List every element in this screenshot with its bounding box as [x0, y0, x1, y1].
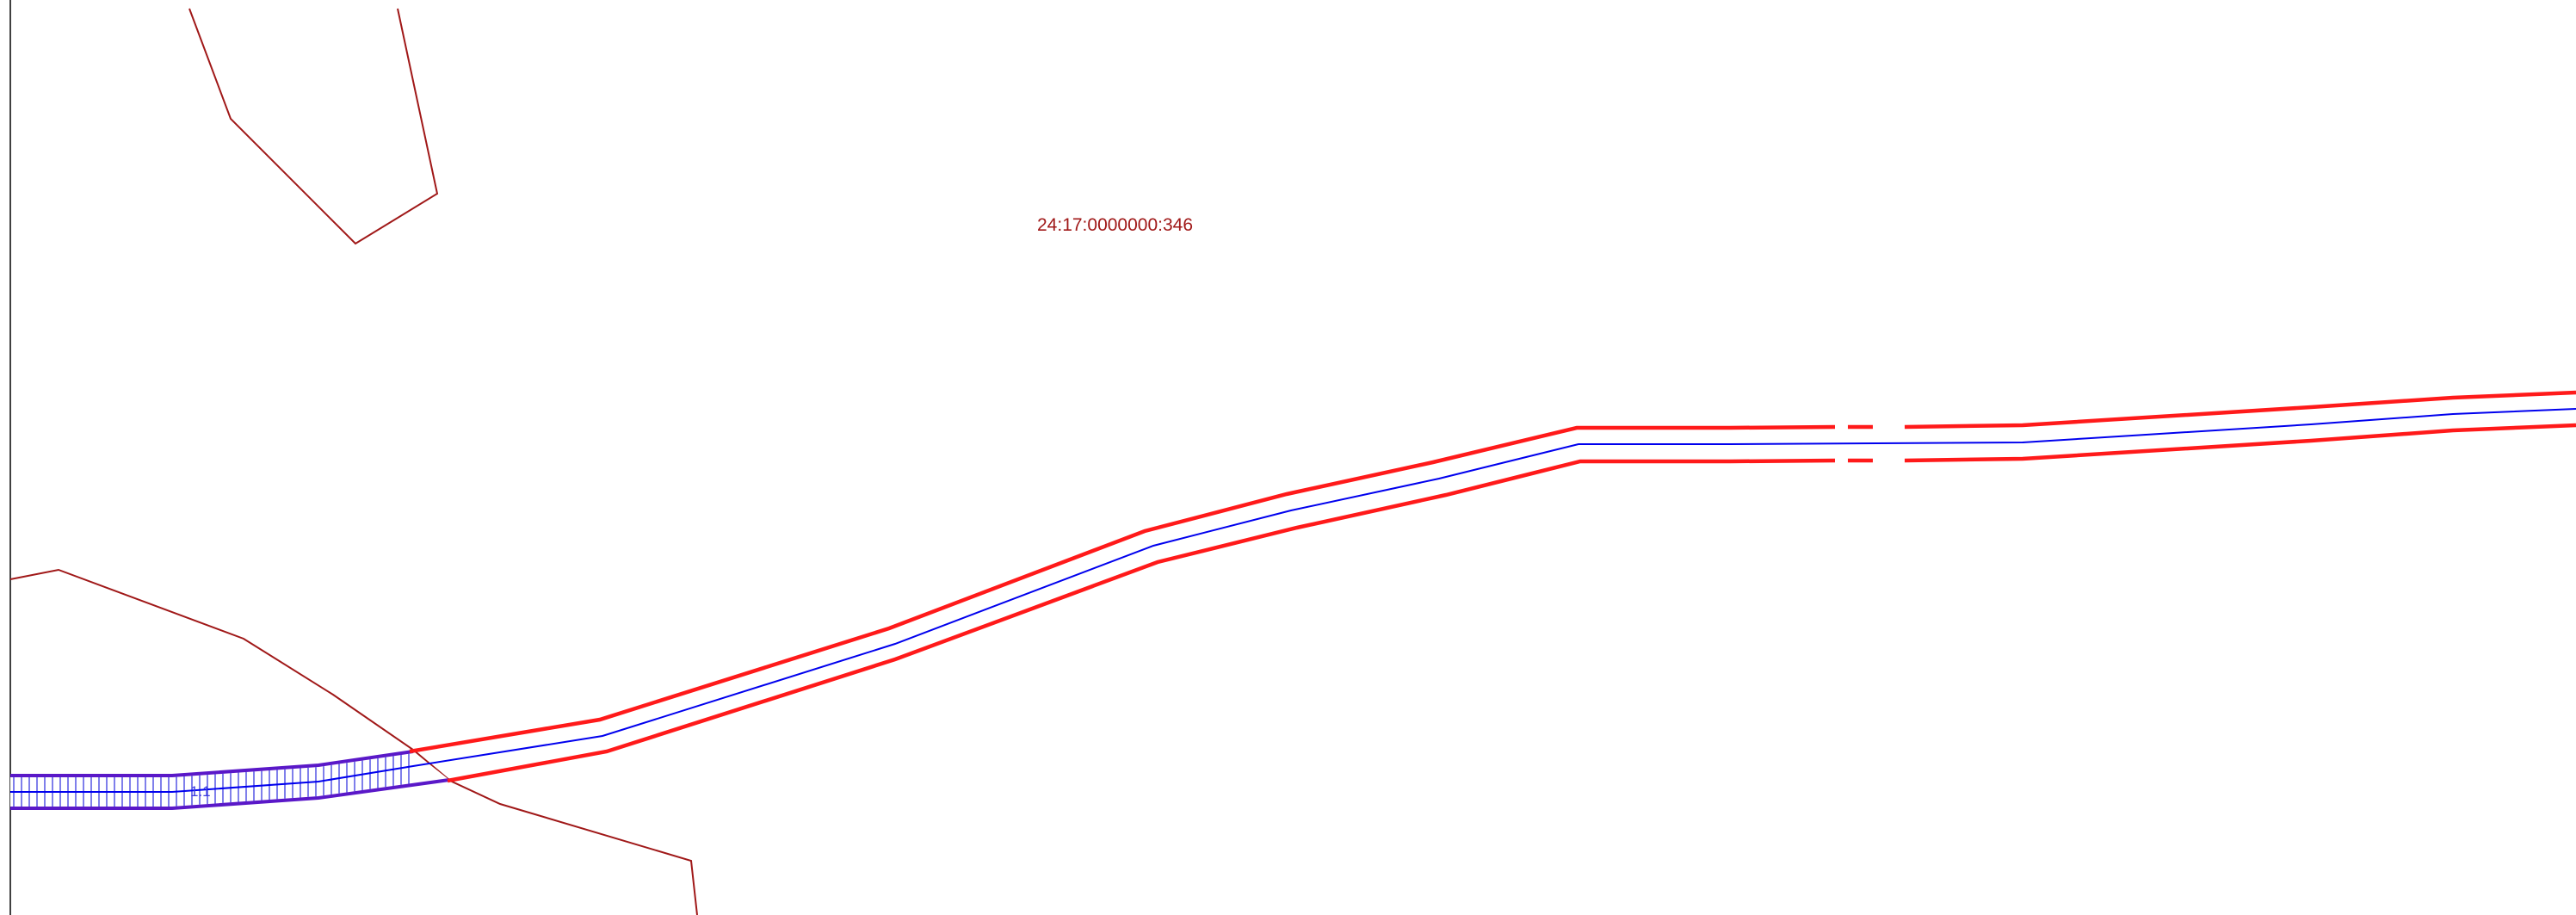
hatched-zone-segment: [10, 751, 449, 808]
parcel-boundary-southwest: [10, 570, 697, 915]
segment-label: 1.1: [190, 783, 211, 800]
zone-boundary-north: [410, 427, 1835, 751]
parcel-number-label: 24:17:0000000:346: [1037, 215, 1193, 235]
zone-boundary-south: [448, 461, 1835, 781]
centerline: [10, 409, 2576, 792]
parcel-boundary-north: [189, 9, 437, 244]
zone-boundary-north-east: [1905, 393, 2576, 427]
